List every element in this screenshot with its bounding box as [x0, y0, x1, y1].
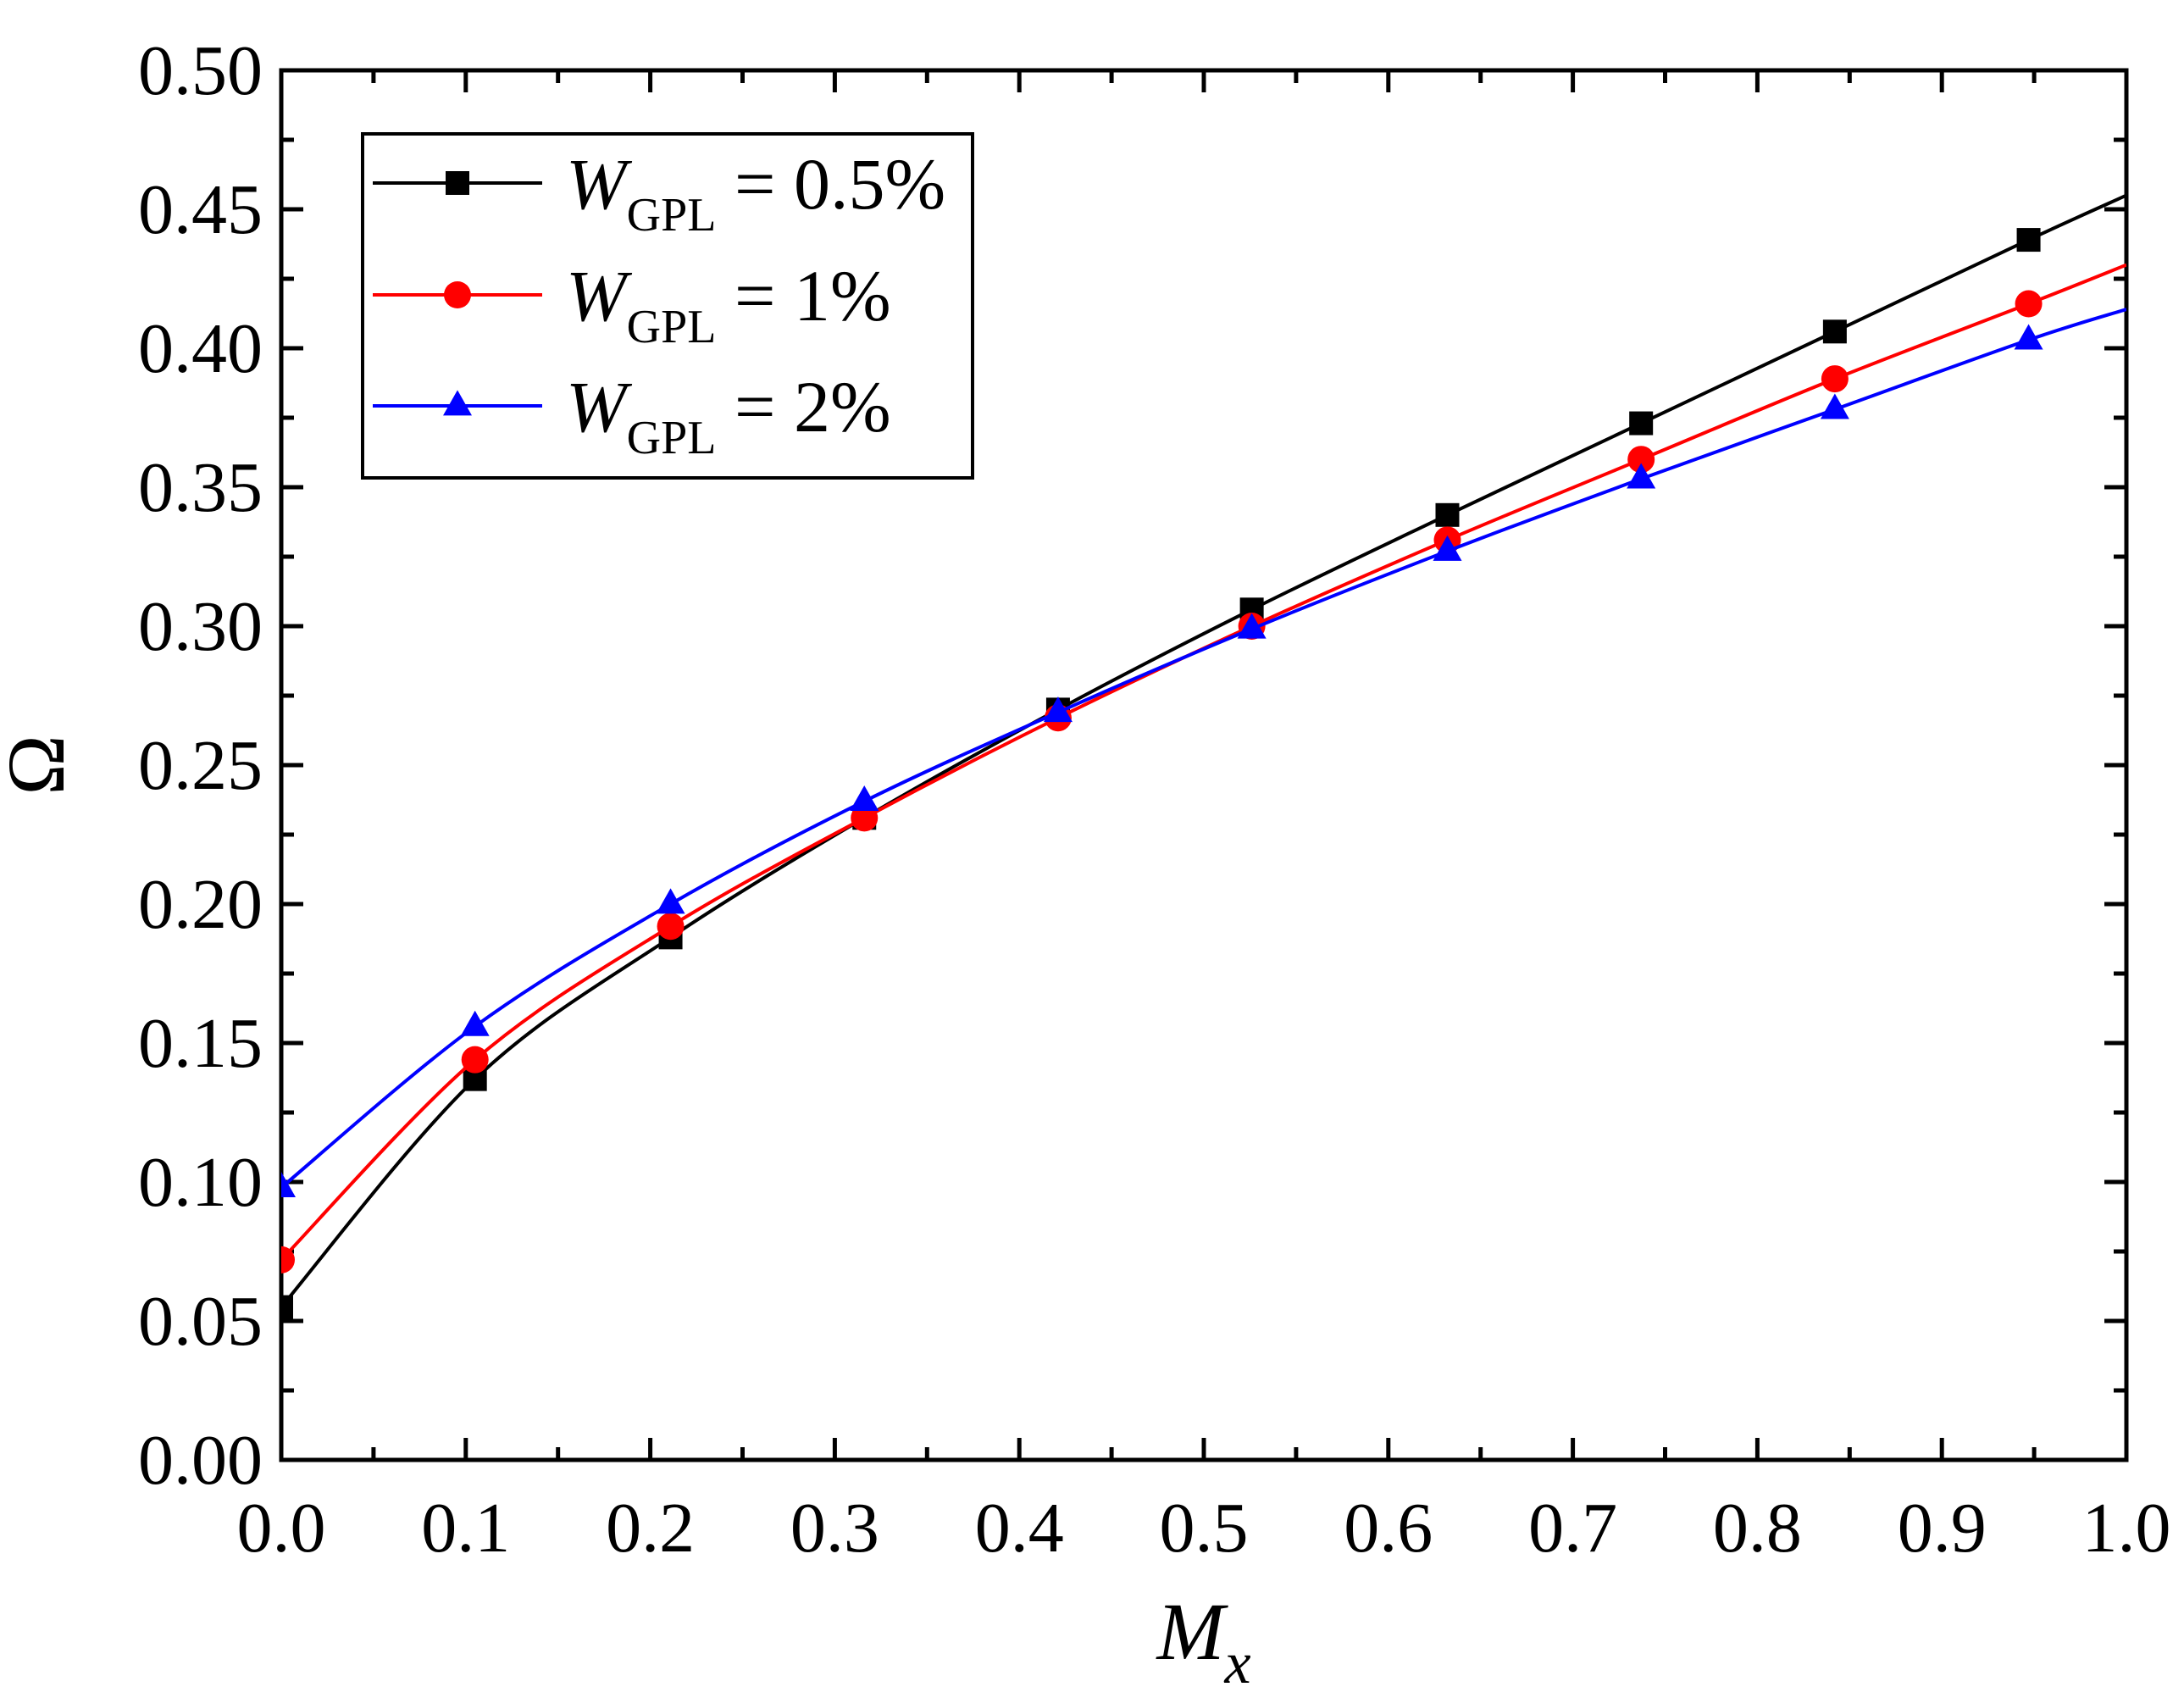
data-point — [2016, 228, 2041, 252]
data-point — [1435, 502, 1460, 527]
data-point — [1822, 319, 1847, 344]
data-point — [657, 913, 685, 941]
data-point — [1433, 535, 1462, 561]
y-tick-label: 0.05 — [138, 1282, 263, 1361]
y-tick-label: 0.10 — [138, 1143, 263, 1222]
y-tick-label: 0.30 — [138, 587, 263, 666]
legend-marker — [443, 390, 472, 416]
data-point — [281, 1295, 293, 1319]
y-axis-title: Ω — [0, 735, 81, 795]
legend: WGPL = 0.5%WGPL = 1%WGPL = 2% — [361, 132, 974, 480]
data-point — [1237, 613, 1267, 639]
axes: 0.0 0.1 0.2 0.3 0.4 0.5 0.6 0.7 0.8 0.9 1.0 0.00 0.0… — [0, 31, 2171, 1696]
data-point — [850, 785, 879, 812]
x-tick-label: 1.0 — [2082, 1489, 2171, 1568]
legend-label-rest: = 1% — [716, 255, 890, 336]
data-point — [1629, 411, 1654, 436]
y-tick-label: 0.45 — [138, 170, 263, 249]
data-point — [281, 1246, 295, 1274]
data-point — [1627, 446, 1655, 474]
x-tick-label: 0.5 — [1160, 1489, 1249, 1568]
x-tick-label: 0.8 — [1713, 1489, 1802, 1568]
data-point — [1821, 365, 1849, 393]
x-axis-title-sub: x — [1223, 1631, 1250, 1696]
series-2 — [281, 308, 2126, 1197]
y-tick-label: 0.50 — [138, 31, 263, 110]
y-tick-label: 0.40 — [138, 309, 263, 388]
x-tick-label: 0.0 — [237, 1489, 326, 1568]
legend-label-sub: GPL — [627, 301, 717, 353]
legend-label-rest: = 0.5% — [716, 143, 945, 225]
data-point — [1627, 463, 1656, 489]
series-layer — [281, 193, 2126, 1319]
data-point — [656, 888, 685, 914]
data-point — [851, 804, 879, 832]
x-axis-title-main: M — [1155, 1586, 1228, 1677]
y-tick-label: 0.25 — [138, 726, 263, 805]
y-tick-label: 0.00 — [138, 1421, 263, 1500]
data-point — [2014, 324, 2043, 350]
x-tick-label: 0.4 — [975, 1489, 1064, 1568]
legend-label-main: W — [566, 143, 633, 225]
legend-label-rest: = 2% — [716, 366, 890, 447]
legend-label: WGPL = 2% — [566, 366, 891, 464]
x-tick-label: 0.3 — [790, 1489, 879, 1568]
x-tick-label: 0.9 — [1898, 1489, 1987, 1568]
x-axis-title: Mx — [1155, 1586, 1250, 1696]
data-point — [460, 1010, 490, 1036]
data-point — [2015, 290, 2043, 318]
legend-label-sub: GPL — [627, 189, 717, 241]
x-tick-label: 0.7 — [1528, 1489, 1617, 1568]
data-point — [1043, 696, 1073, 723]
legend-marker — [444, 281, 471, 308]
data-point — [1820, 393, 1849, 419]
legend-marker — [446, 171, 469, 195]
legend-label-main: W — [566, 366, 633, 447]
y-tick-label: 0.35 — [138, 448, 263, 527]
x-tick-label: 0.6 — [1344, 1489, 1433, 1568]
legend-label: WGPL = 0.5% — [566, 143, 945, 241]
legend-label-main: W — [566, 255, 633, 336]
x-tick-label: 0.1 — [421, 1489, 510, 1568]
data-point — [461, 1046, 489, 1074]
legend-label: WGPL = 1% — [566, 255, 891, 353]
legend-label-sub: GPL — [627, 412, 717, 464]
data-point — [281, 1171, 296, 1197]
x-tick-label: 0.2 — [606, 1489, 695, 1568]
y-tick-label: 0.15 — [138, 1004, 263, 1083]
y-tick-label: 0.20 — [138, 865, 263, 944]
